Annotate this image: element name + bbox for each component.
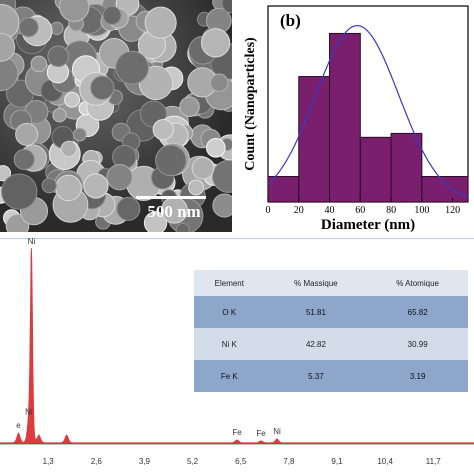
histogram-x-ticks: 0 20 40 60 80 100 120 — [266, 198, 460, 216]
nanoparticle — [90, 75, 115, 100]
nanoparticle — [30, 55, 48, 73]
nanoparticle — [209, 73, 229, 92]
peak-labels: e Ni Ni Fe Fe Ni — [16, 238, 281, 438]
nanoparticle — [0, 165, 12, 182]
histogram-bar — [421, 176, 469, 203]
y-axis-label: Count (Nanoparticles) — [243, 37, 258, 171]
x-tick-label: 60 — [355, 205, 365, 216]
nanoparticle — [52, 108, 67, 123]
nanoparticle — [60, 140, 78, 158]
table-row: Fe K 5.37 3.19 — [194, 360, 468, 392]
nanoparticle — [115, 50, 149, 85]
energy-tick-label: 7,8 — [283, 457, 295, 466]
nanoparticle — [144, 6, 177, 39]
nanoparticle — [13, 148, 35, 171]
nanoparticle — [116, 196, 141, 221]
header-element: Element — [194, 270, 265, 296]
histogram-bar — [390, 132, 423, 203]
nanoparticle — [155, 144, 187, 177]
histogram-bar — [298, 76, 331, 203]
panel-label: (b) — [280, 11, 301, 30]
x-tick-label: 100 — [414, 205, 429, 216]
peak-label: e — [16, 421, 21, 430]
energy-tick-label: 5,2 — [187, 457, 199, 466]
histogram-chart: 0 20 40 60 80 100 120 (b) Diameter (nm) Count … — [243, 5, 469, 232]
nanoparticle — [18, 17, 39, 38]
cell-atomic: 30.99 — [367, 328, 468, 360]
header-atomic-percent: % Atomique — [367, 270, 468, 296]
nanoparticle — [55, 174, 82, 202]
histogram-bar — [329, 32, 361, 203]
nanoparticle — [221, 0, 232, 14]
sem-image: 500 nm — [0, 0, 232, 232]
energy-ticks: 1,3 2,6 3,9 5,2 6,5 7,8 9,1 10,4 11,7 — [43, 457, 442, 466]
nanoparticle — [50, 21, 64, 35]
cell-atomic: 3.19 — [367, 360, 468, 392]
x-tick-label: 20 — [294, 205, 304, 216]
energy-tick-label: 2,6 — [91, 457, 103, 466]
nanoparticle — [106, 164, 133, 191]
nanoparticle — [211, 159, 232, 193]
cell-mass: 42.82 — [264, 328, 368, 360]
nanoparticle — [206, 138, 226, 158]
scale-bar-label: 500 nm — [147, 202, 201, 221]
cell-element: O K — [194, 296, 265, 328]
peak-label: Fe — [232, 428, 242, 437]
energy-tick-label: 11,7 — [426, 457, 442, 466]
table-header-row: Element % Massique % Atomique — [194, 270, 468, 296]
cell-element: Ni K — [194, 328, 265, 360]
nanoparticle — [179, 96, 200, 117]
eds-spectrum: e Ni Ni Fe Fe Ni 1,3 2,6 3,9 5,2 6,5 7,8 9,1 10,4 11,… — [0, 238, 474, 466]
nanoparticle — [41, 177, 57, 194]
nanoparticle — [59, 0, 90, 22]
header-mass-percent: % Massique — [264, 270, 368, 296]
energy-tick-label: 6,5 — [235, 457, 247, 466]
energy-tick-label: 10,4 — [377, 457, 393, 466]
table-row: O K 51.81 65.82 — [194, 296, 468, 328]
nanoparticle — [15, 122, 39, 146]
cell-mass: 51.81 — [264, 296, 368, 328]
nanoparticle — [175, 222, 190, 232]
histogram-bars — [267, 32, 469, 203]
energy-tick-label: 1,3 — [43, 457, 55, 466]
nanoparticle — [212, 193, 232, 218]
nanoparticle — [73, 127, 87, 142]
nanoparticle — [64, 91, 81, 108]
x-tick-label: 120 — [445, 205, 460, 216]
nanoparticle — [143, 211, 168, 232]
histogram-bar — [359, 136, 392, 203]
gaussian-fit-curve — [267, 24, 469, 198]
peak-label: Ni — [25, 407, 33, 416]
nanoparticle — [1, 173, 38, 210]
sem-particles — [0, 0, 232, 232]
nanoparticle — [152, 119, 174, 141]
nanoparticle — [83, 173, 109, 199]
nanoparticle — [200, 28, 231, 58]
cell-mass: 5.37 — [264, 360, 368, 392]
cell-element: Fe K — [194, 360, 265, 392]
energy-tick-label: 3,9 — [139, 457, 151, 466]
composition-table: Element % Massique % Atomique O K 51.81 … — [194, 270, 468, 392]
nanoparticle — [191, 157, 215, 180]
x-tick-label: 80 — [386, 205, 396, 216]
peak-label: Fe — [256, 429, 266, 438]
histogram-bar — [267, 176, 300, 203]
x-axis-label: Diameter (nm) — [321, 217, 415, 232]
cell-atomic: 65.82 — [367, 296, 468, 328]
nanoparticle — [47, 45, 69, 68]
scale-bar — [136, 196, 206, 199]
nanoparticle — [188, 179, 205, 196]
x-tick-label: 40 — [325, 205, 335, 216]
peak-label: Ni — [273, 427, 281, 436]
peak-label: Ni — [28, 238, 36, 246]
table-row: Ni K 42.82 30.99 — [194, 328, 468, 360]
x-tick-label: 0 — [266, 205, 271, 216]
energy-tick-label: 9,1 — [331, 457, 343, 466]
nanoparticle — [102, 5, 122, 25]
nanoparticle — [0, 32, 16, 62]
